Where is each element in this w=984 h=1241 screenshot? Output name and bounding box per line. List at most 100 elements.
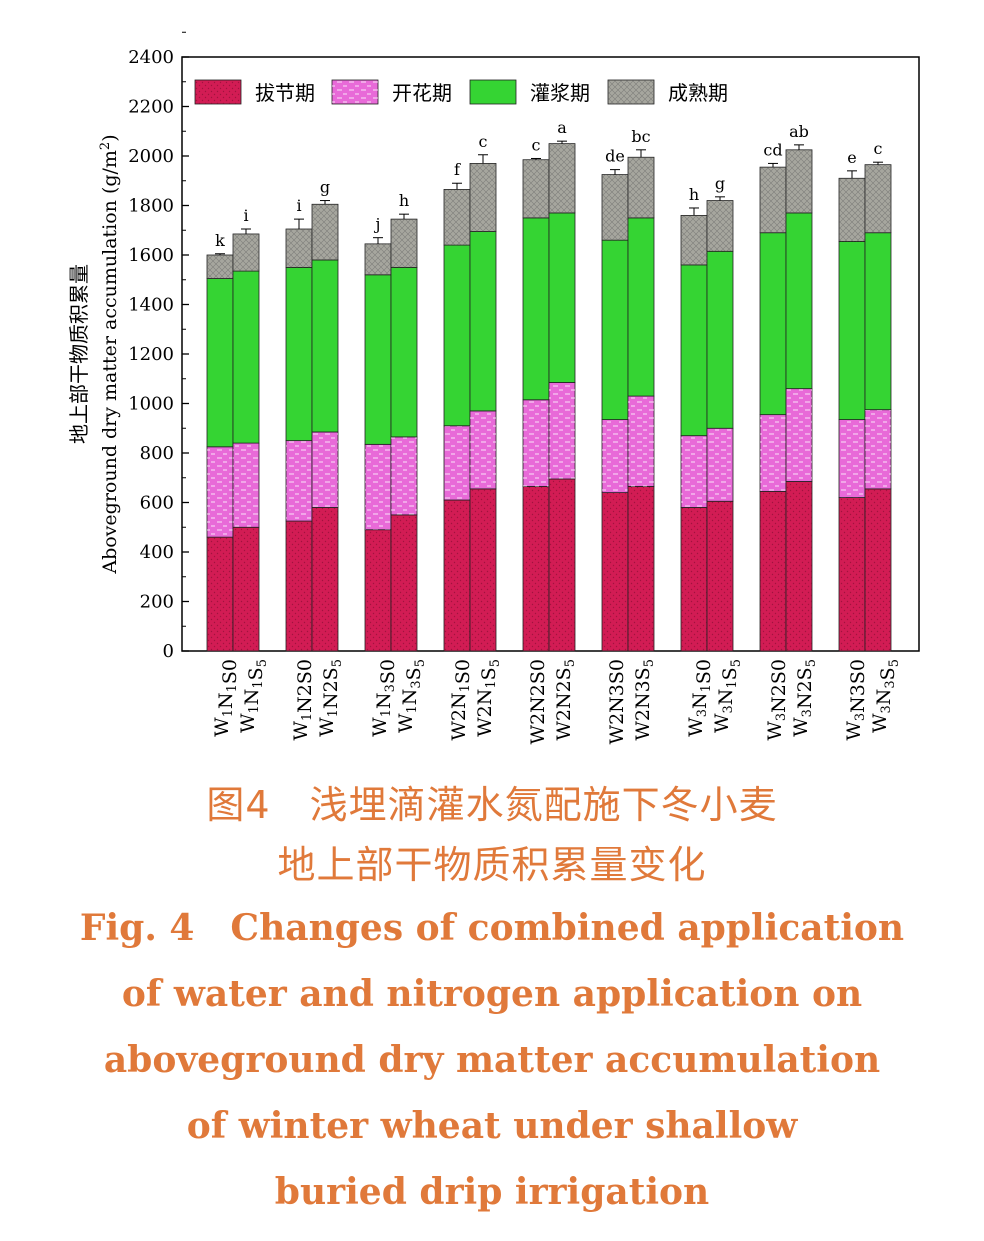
- significance-letter: g: [715, 174, 725, 193]
- x-tick-label: W2N1S0: [448, 659, 474, 741]
- bar-segment-texture: [391, 219, 417, 268]
- bar-segment: [311, 259, 339, 433]
- bar-segment-texture: [628, 396, 654, 487]
- x-tick-label: W2N2S5: [553, 659, 578, 741]
- x-tick-label: W2N1S5: [474, 659, 503, 737]
- y-axis-label-cn: 地上部干物质积累量: [67, 264, 91, 444]
- bar-segment-texture: [760, 491, 786, 651]
- bar-segment-texture: [839, 419, 865, 498]
- bar-segment-texture: [365, 444, 391, 530]
- y-axis-label-en-text: Aboveground dry matter accumulation (g/m: [99, 150, 121, 575]
- y-tick-label: 400: [140, 542, 174, 563]
- x-tick-label: W1N1S5: [237, 659, 270, 733]
- bar-segment-texture: [391, 514, 417, 651]
- x-tick-label: W1N3S5: [395, 659, 428, 733]
- x-tick-label: W3N2S0: [764, 659, 790, 741]
- bar-segment-texture: [470, 163, 496, 232]
- significance-letter: c: [532, 135, 541, 154]
- significance-letter: c: [479, 132, 488, 151]
- bar-segment-texture: [786, 388, 812, 482]
- x-tick-label: W3N3S0: [843, 659, 869, 741]
- bar-segment-texture: [286, 440, 312, 522]
- bar-segment-texture: [391, 436, 417, 515]
- y-axis-label-en: Aboveground dry matter accumulation (g/m…: [98, 134, 121, 574]
- legend-swatch-texture: [332, 80, 378, 104]
- bar-segment-texture: [523, 486, 549, 651]
- y-tick-label: 1000: [128, 394, 174, 415]
- bar-segment: [364, 274, 392, 445]
- bar-segment: [390, 266, 418, 438]
- bar-segment-texture: [312, 431, 338, 508]
- legend-label: 拔节期: [255, 81, 315, 105]
- bar-segment-texture: [628, 157, 654, 218]
- legend: 拔节期 开花期 灌浆期 成熟期: [194, 79, 728, 105]
- x-tick-label: W3N1S0: [685, 659, 715, 737]
- x-tick-label: W1N2S0: [290, 659, 316, 741]
- significance-letter: f: [454, 160, 461, 179]
- figure-caption: 图4 浅埋滴灌水氮配施下冬小麦 地上部干物质积累量变化 Fig. 4 Chang…: [0, 775, 984, 1225]
- bar-segment-texture: [707, 501, 733, 651]
- bar-segment: [206, 278, 234, 448]
- legend-swatch-texture: [608, 80, 654, 104]
- legend-label: 灌浆期: [530, 81, 590, 105]
- bar-segment-texture: [681, 435, 707, 508]
- bar-segment: [285, 266, 313, 442]
- significance-letter: e: [847, 148, 856, 167]
- significance-letter: c: [874, 139, 883, 158]
- x-tick-label: W2N3S0: [606, 659, 628, 744]
- x-tick-label: W3N3S5: [869, 659, 902, 733]
- bar-segment-texture: [786, 481, 812, 651]
- bar-segment-texture: [365, 529, 391, 651]
- bar-segment-texture: [707, 200, 733, 252]
- bar-segment: [601, 239, 629, 420]
- bar-segment-texture: [233, 233, 259, 272]
- y-tick-label: 0: [163, 641, 174, 662]
- legend-swatch: [469, 79, 517, 105]
- bar-segment-texture: [470, 410, 496, 489]
- caption-en-line-3: aboveground dry matter accumulation: [103, 1039, 881, 1081]
- y-tick-label: 1800: [128, 196, 174, 217]
- legend-swatch-texture: [195, 80, 241, 104]
- bar-segment-texture: [786, 149, 812, 213]
- bar-segment: [469, 231, 497, 412]
- significance-letter: bc: [631, 127, 650, 146]
- significance-letter: h: [689, 185, 699, 204]
- x-tick-label: W3N2S5: [790, 659, 819, 737]
- significance-letter: j: [374, 215, 381, 234]
- caption-en-line-5: buried drip irrigation: [274, 1171, 710, 1213]
- x-tick-label: W1N2S5: [316, 659, 345, 737]
- significance-letter: i: [296, 196, 301, 215]
- y-tick-label: 800: [140, 443, 174, 464]
- bar-segment-texture: [312, 204, 338, 260]
- stacked-bar-chart: 0 200 400 600 800 1000 1200 1400 1600 1800 2000 220…: [67, 31, 920, 744]
- bar-segment-texture: [681, 215, 707, 265]
- bar-segment-texture: [207, 446, 233, 538]
- legend-label: 开花期: [392, 81, 452, 105]
- bar-segment-texture: [549, 478, 575, 651]
- significance-letter: de: [605, 147, 625, 166]
- bar-segment-texture: [470, 488, 496, 651]
- bar-segment-texture: [286, 229, 312, 268]
- bar-segment-texture: [602, 492, 628, 651]
- bar-segment-texture: [865, 164, 891, 233]
- bar-segment-texture: [865, 488, 891, 651]
- bar-segment-texture: [760, 167, 786, 233]
- x-tick-label: W3N1S5: [711, 659, 744, 733]
- bar-segment-texture: [681, 507, 707, 651]
- significance-letter: a: [557, 118, 567, 137]
- bar-segment-texture: [233, 527, 259, 651]
- caption-cn-line-2: 地上部干物质积累量变化: [277, 843, 707, 887]
- bar-segment-texture: [865, 409, 891, 489]
- significance-letter: h: [399, 191, 409, 210]
- bar-segment-texture: [707, 428, 733, 502]
- bar-segment-texture: [523, 159, 549, 218]
- bar-segment: [232, 270, 260, 444]
- significance-letter: cd: [763, 140, 782, 159]
- y-tick-label: 600: [140, 493, 174, 514]
- legend-label: 成熟期: [668, 81, 728, 105]
- caption-en-line-2: of water and nitrogen application on: [121, 973, 863, 1015]
- bar-segment: [706, 250, 734, 429]
- bar-segment-texture: [286, 521, 312, 651]
- bar-segment-texture: [602, 174, 628, 241]
